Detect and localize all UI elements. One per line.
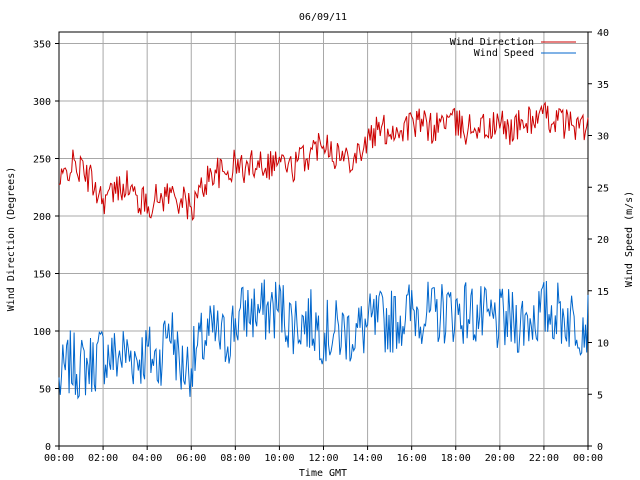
- y-left-tick-label: 250: [33, 155, 51, 166]
- y-left-tick-label: 200: [33, 212, 51, 223]
- y-left-tick-label: 50: [39, 385, 51, 396]
- x-tick-label: 10:00: [264, 453, 294, 464]
- legend-label-direction: Wind Direction: [450, 37, 534, 48]
- x-tick-label: 02:00: [88, 453, 118, 464]
- legend: Wind Direction Wind Speed: [450, 37, 576, 59]
- x-tick-label: 12:00: [308, 453, 338, 464]
- x-tick-labels: 00:00 02:00 04:00 06:00 08:00 10:00 12:00 14:00…: [44, 446, 603, 464]
- legend-label-speed: Wind Speed: [474, 48, 534, 59]
- y-left-tick-label: 0: [45, 442, 51, 453]
- x-tick-label: 00:00: [44, 453, 74, 464]
- x-tick-label: 08:00: [220, 453, 250, 464]
- x-axis-label: Time GMT: [299, 468, 347, 479]
- y-right-tick-label: 25: [597, 183, 609, 194]
- y-left-tick-label: 350: [33, 40, 51, 51]
- x-tick-label: 16:00: [397, 453, 427, 464]
- x-tick-label: 14:00: [353, 453, 383, 464]
- x-tick-label: 04:00: [132, 453, 162, 464]
- y-left-axis-label: Wind Direction (Degrees): [6, 167, 17, 312]
- series-line-wind-speed: [58, 279, 589, 400]
- y-right-tick-label: 15: [597, 287, 609, 298]
- series-line-wind-direction: [58, 101, 589, 222]
- y-right-tick-label: 10: [597, 339, 609, 350]
- x-tick-label: 00:00: [573, 453, 603, 464]
- series-lines: [58, 101, 589, 400]
- y-right-tick-label: 30: [597, 132, 609, 143]
- y-left-tick-label: 300: [33, 97, 51, 108]
- y-right-tick-labels: 0 5 10 15 20 25 30 35 40: [588, 28, 609, 453]
- x-tick-label: 18:00: [441, 453, 471, 464]
- y-right-tick-label: 20: [597, 235, 609, 246]
- y-left-tick-labels: 0 50 100 150 200 250 300 350: [33, 40, 59, 453]
- x-tick-label: 06:00: [176, 453, 206, 464]
- y-right-tick-label: 40: [597, 28, 609, 39]
- y-left-tick-label: 150: [33, 270, 51, 281]
- y-left-tick-label: 100: [33, 327, 51, 338]
- y-right-axis-label: Wind Speed (m/s): [624, 191, 635, 287]
- chart-title: 06/09/11: [299, 12, 347, 23]
- x-tick-label: 22:00: [529, 453, 559, 464]
- y-right-tick-label: 5: [597, 390, 603, 401]
- grid-lines: [59, 32, 588, 446]
- y-right-tick-label: 35: [597, 80, 609, 91]
- x-tick-label: 20:00: [485, 453, 515, 464]
- y-right-tick-label: 0: [597, 442, 603, 453]
